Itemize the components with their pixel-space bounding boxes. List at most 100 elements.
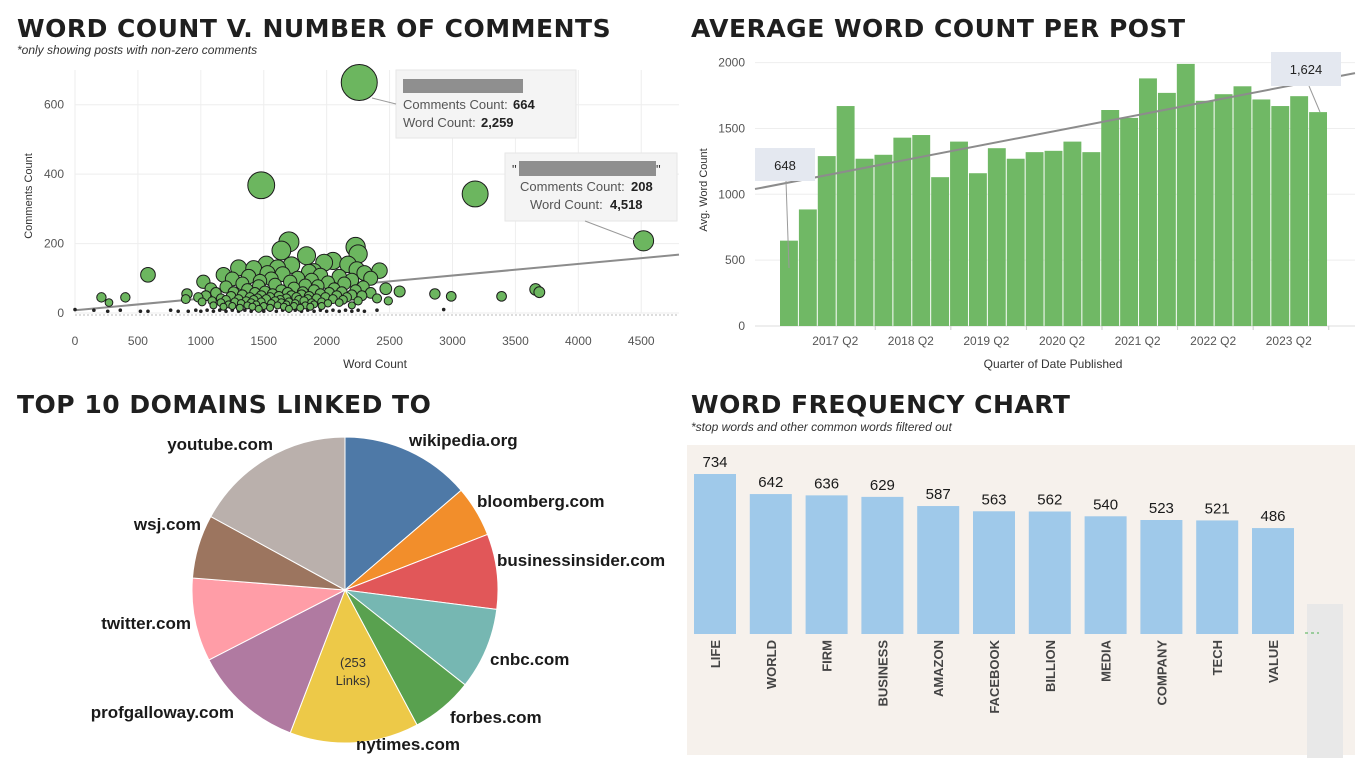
scatter-point[interactable] (96, 292, 107, 303)
scatter-point-small[interactable] (337, 309, 342, 314)
word-bar[interactable] (917, 506, 960, 634)
word-bar[interactable] (973, 511, 1015, 634)
pie-slice-youtube-com[interactable] (210, 436, 346, 591)
scatter-point[interactable] (347, 301, 356, 310)
scatter-point-small[interactable] (350, 309, 354, 314)
scatter-point[interactable] (363, 270, 379, 286)
scatter-point[interactable] (180, 294, 191, 305)
word-bar[interactable] (694, 474, 736, 634)
scatter-point[interactable] (140, 266, 156, 283)
scatter-point[interactable] (266, 303, 275, 312)
word-chart-scrollbar[interactable] (1307, 604, 1343, 758)
scatter-point[interactable] (219, 302, 228, 311)
quarterly-bar[interactable] (798, 209, 817, 326)
pie-slice-cnbc-com[interactable] (343, 589, 498, 686)
quarterly-bar[interactable] (950, 141, 968, 326)
word-bar[interactable] (1028, 511, 1071, 634)
scatter-point[interactable] (429, 288, 441, 300)
pie-slice-twitter-com[interactable] (191, 577, 347, 661)
scatter-point[interactable] (340, 63, 378, 101)
scatter-point[interactable] (297, 246, 317, 266)
scatter-point-small[interactable] (362, 309, 367, 314)
scatter-point[interactable] (393, 285, 406, 298)
scatter-point[interactable] (306, 302, 315, 311)
scatter-point-small[interactable] (375, 308, 379, 313)
scatter-point[interactable] (104, 298, 114, 307)
scatter-point-small[interactable] (186, 309, 191, 314)
scatter-point[interactable] (284, 304, 293, 313)
scatter-point[interactable] (383, 296, 393, 306)
quarterly-bar[interactable] (1309, 112, 1327, 326)
quarterly-bar[interactable] (1025, 152, 1044, 326)
scatter-point[interactable] (254, 304, 263, 313)
quarterly-bar[interactable] (1214, 94, 1233, 326)
scatter-point-small[interactable] (92, 308, 96, 313)
word-bar[interactable] (1084, 516, 1127, 634)
scatter-point[interactable] (197, 297, 207, 307)
scatter-point-small[interactable] (118, 308, 123, 313)
pie-slice-wikipedia-org[interactable] (344, 436, 462, 592)
scatter-point[interactable] (461, 180, 489, 208)
quarterly-bar[interactable] (1044, 150, 1063, 326)
scatter-point-small[interactable] (199, 309, 203, 314)
scatter-point[interactable] (445, 290, 457, 302)
scatter-point-small[interactable] (105, 309, 110, 314)
word-bar[interactable] (749, 494, 792, 634)
scatter-point[interactable] (235, 303, 244, 312)
quarterly-bar[interactable] (874, 154, 893, 326)
scatter-point-small[interactable] (312, 309, 316, 314)
quarterly-bar[interactable] (1176, 63, 1195, 327)
quarterly-bar[interactable] (1252, 99, 1271, 327)
quarterly-bar[interactable] (931, 177, 950, 326)
quarterly-bar[interactable] (780, 240, 798, 326)
scatter-point[interactable] (632, 230, 655, 252)
word-bar[interactable] (861, 496, 904, 634)
quarterly-bar[interactable] (1120, 117, 1139, 326)
scatter-point[interactable] (296, 303, 305, 312)
scatter-point-small[interactable] (261, 309, 266, 314)
word-bar[interactable] (1196, 520, 1239, 634)
scatter-point[interactable] (334, 298, 344, 307)
scatter-point[interactable] (228, 302, 237, 311)
word-bar[interactable] (1140, 519, 1183, 634)
scatter-point-small[interactable] (73, 307, 77, 312)
scatter-point[interactable] (271, 240, 292, 261)
quarterly-bar[interactable] (1233, 86, 1252, 326)
quarterly-bar[interactable] (1157, 92, 1176, 326)
pie-slice-nytimes-com[interactable] (289, 588, 418, 744)
scatter-point[interactable] (317, 302, 326, 311)
quarterly-bar[interactable] (817, 156, 836, 326)
scatter-point-small[interactable] (356, 308, 360, 313)
quarterly-bar[interactable] (1139, 78, 1157, 326)
scatter-point-small[interactable] (274, 309, 279, 314)
scatter-point-small[interactable] (441, 307, 446, 312)
scatter-point-small[interactable] (168, 308, 173, 313)
quarterly-bar[interactable] (893, 137, 912, 326)
scatter-point-small[interactable] (243, 308, 247, 313)
word-bar[interactable] (1252, 528, 1294, 634)
scatter-point-small[interactable] (194, 308, 198, 313)
quarterly-bar[interactable] (1271, 106, 1290, 326)
quarterly-bar[interactable] (1063, 141, 1082, 326)
quarterly-bar[interactable] (968, 173, 987, 326)
scatter-point-small[interactable] (324, 309, 329, 314)
quarterly-bar[interactable] (987, 148, 1006, 326)
quarterly-bar[interactable] (1290, 96, 1309, 326)
quarterly-bar[interactable] (855, 158, 874, 326)
scatter-point[interactable] (209, 301, 218, 310)
scatter-point-small[interactable] (205, 308, 209, 313)
scatter-point[interactable] (247, 171, 276, 200)
pie-slice-profgalloway-com[interactable] (208, 588, 346, 734)
quarterly-bar[interactable] (1195, 100, 1214, 326)
scatter-point-small[interactable] (211, 309, 216, 314)
scatter-point-small[interactable] (176, 309, 180, 314)
quarterly-bar[interactable] (836, 106, 855, 326)
scatter-point[interactable] (371, 293, 383, 304)
scatter-point[interactable] (379, 282, 393, 296)
scatter-point-small[interactable] (343, 308, 348, 313)
quarterly-bar[interactable] (1101, 110, 1120, 326)
word-bar[interactable] (805, 495, 848, 634)
scatter-point[interactable] (496, 290, 507, 302)
quarterly-bar[interactable] (1082, 152, 1101, 326)
quarterly-bar[interactable] (912, 135, 931, 326)
